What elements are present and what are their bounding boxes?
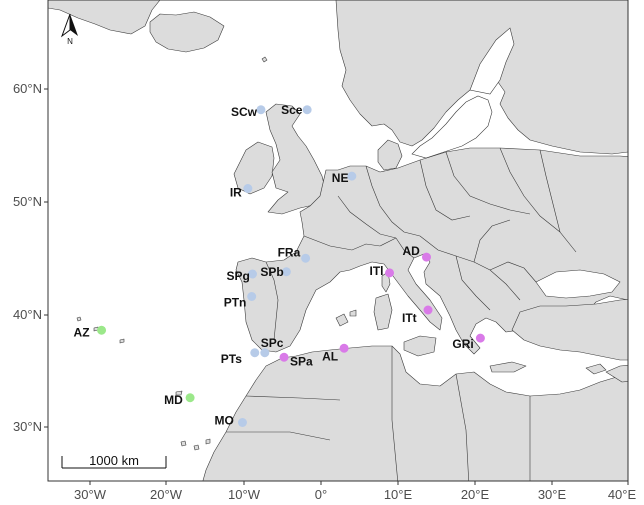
canaries-3 (205, 438, 211, 445)
site-point-spc (260, 348, 270, 358)
site-label-scw: SCw (231, 105, 258, 119)
site-point-md (185, 393, 195, 403)
site-point-itl (385, 268, 395, 278)
site-label-itt: ITt (402, 311, 417, 325)
map-frame (47, 0, 629, 482)
site-label-sce: Sce (281, 103, 303, 117)
greenland (48, 0, 161, 35)
site-point-mo (237, 418, 247, 427)
cyprus (585, 363, 607, 375)
sardinia (373, 293, 393, 331)
site-point-ir (243, 184, 253, 193)
lon-label: 40°E (608, 487, 637, 502)
site-point-fra (301, 253, 311, 263)
lat-label: 40°N (13, 307, 42, 322)
sea-features (411, 27, 621, 299)
site-point-spa (279, 352, 289, 362)
levant (605, 365, 628, 383)
lat-label: 50°N (13, 194, 42, 209)
sicily (403, 335, 437, 357)
denmark (377, 139, 403, 171)
site-label-fra: FRa (278, 245, 301, 259)
site-point-al (339, 343, 349, 353)
site-point-pts (250, 348, 260, 358)
axis-ticks (44, 88, 629, 485)
lon-label: 10°E (384, 487, 413, 502)
site-point-ad (421, 252, 431, 262)
site-point-spg (247, 269, 257, 279)
great-britain (265, 103, 327, 215)
baltic-sea (411, 95, 493, 159)
site-label-spb: SPb (260, 265, 283, 279)
crete (489, 361, 527, 373)
site-label-spc: SPc (261, 336, 284, 350)
ireland (233, 141, 275, 195)
mallorca (335, 313, 349, 327)
iceland (149, 11, 225, 53)
site-point-gri (475, 333, 485, 343)
lat-label: 30°N (13, 419, 42, 434)
north-arrow-icon: N (60, 13, 78, 46)
site-label-spg: SPg (226, 269, 249, 283)
scale-bar-label: 1000 km (89, 453, 139, 468)
lon-label: 20°W (150, 487, 183, 502)
site-label-itl: ITl (370, 264, 384, 278)
site-label-md: MD (164, 393, 183, 407)
madeira (175, 390, 183, 396)
azores-1 (76, 316, 82, 322)
sites-layer: SCw Sce NE IR FRa SPg SPb PTn SPc PTs MO AD ITl ITt GR… (74, 103, 485, 428)
site-label-ne: NE (332, 171, 349, 185)
site-point-itt (423, 305, 433, 315)
site-point-sce (302, 105, 312, 115)
menorca (349, 309, 357, 317)
black-sea (535, 269, 621, 299)
site-label-mo: MO (214, 414, 233, 428)
site-point-ptn (247, 292, 257, 301)
site-label-spa: SPa (290, 354, 313, 368)
site-point-spb (281, 267, 291, 277)
site-point-az (97, 325, 107, 335)
lat-label: 60°N (13, 81, 42, 96)
site-label-az: AZ (74, 325, 90, 339)
country-borders (226, 147, 577, 481)
canaries-1 (180, 440, 187, 447)
canaries-2 (193, 444, 200, 451)
site-label-ptn: PTn (224, 296, 247, 310)
lon-label: 30°E (538, 487, 567, 502)
scale-bar: 1000 km (61, 453, 167, 469)
lon-label: 10°W (228, 487, 261, 502)
faroe (261, 56, 268, 63)
site-label-ir: IR (230, 186, 242, 200)
lon-label: 30°W (74, 487, 107, 502)
site-label-pts: PTs (221, 352, 242, 366)
continental-europe (235, 147, 628, 355)
site-point-ne (347, 171, 357, 181)
north-label: N (67, 37, 73, 46)
site-label-gri: GRi (452, 337, 473, 351)
azores-3 (119, 338, 125, 344)
lon-label: 0° (315, 487, 327, 502)
land-layer (48, 0, 628, 481)
gulf-of-bothnia (469, 27, 515, 95)
site-point-scw (256, 105, 266, 115)
lon-label: 20°E (461, 487, 490, 502)
anatolia (511, 299, 628, 361)
site-label-al: AL (322, 349, 338, 363)
site-label-ad: AD (402, 244, 420, 258)
